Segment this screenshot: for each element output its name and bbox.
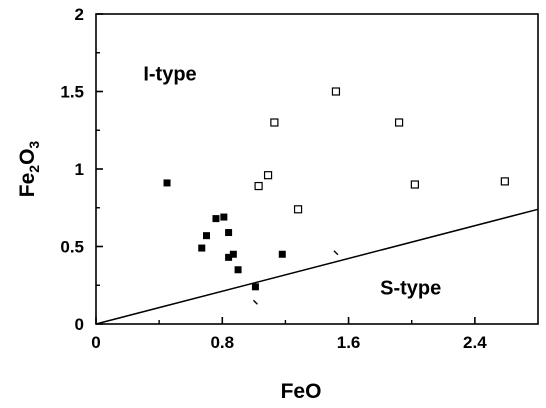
y-tick-label: 2 (75, 5, 84, 24)
filled-square-point (203, 232, 210, 240)
filled-square-point (225, 229, 233, 237)
filled-square-point (234, 266, 242, 274)
stray-mark (333, 250, 339, 256)
y-tick-label: 0 (75, 315, 84, 334)
filled-square-point (198, 244, 206, 252)
x-axis-title: FeO (281, 380, 322, 403)
y-axis-title: Fe2O3 (16, 141, 42, 198)
open-square-point (263, 171, 273, 180)
boundary-line (95, 208, 539, 325)
filled-square-point (163, 179, 171, 187)
y-tick-label: 1.5 (60, 83, 84, 102)
y-tick-label: 1 (75, 160, 84, 179)
open-square-point (331, 87, 341, 96)
open-square-point (270, 118, 279, 127)
x-tick-label: 2.4 (463, 333, 487, 352)
open-square-point (293, 205, 303, 214)
x-tick-label: 0 (91, 333, 100, 352)
filled-square-point (251, 283, 259, 291)
filled-square-point (225, 253, 233, 261)
open-square-point (394, 118, 404, 127)
data-points (163, 87, 509, 305)
y-tick-label: 0.5 (60, 238, 84, 257)
filled-square-point (212, 215, 220, 223)
boundary-line-group (95, 208, 539, 325)
labels: I-type S-type FeO Fe2O3 (16, 64, 441, 403)
x-tick-label: 0.8 (210, 333, 234, 352)
plot-frame-border (95, 13, 539, 325)
open-square-point (410, 180, 419, 189)
i-type-label: I-type (143, 64, 196, 86)
axis-ticks: 0 0.8 1.6 2.4 0 0.5 1 1.5 2 (60, 5, 487, 352)
s-type-label: S-type (380, 278, 441, 300)
plot-frame (95, 13, 539, 325)
open-square-point (254, 181, 263, 191)
filled-square-point (220, 213, 228, 221)
filled-square-point (278, 250, 286, 258)
stray-mark (252, 299, 258, 305)
x-tick-label: 1.6 (337, 333, 361, 352)
open-square-point (500, 177, 509, 186)
filled-square-point (229, 250, 237, 258)
